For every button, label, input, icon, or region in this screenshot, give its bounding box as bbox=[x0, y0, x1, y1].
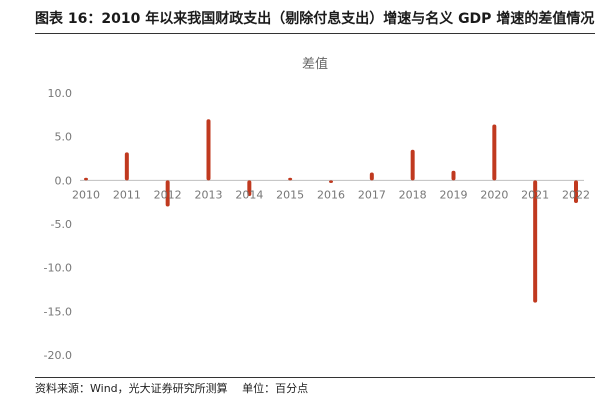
bar-2010 bbox=[84, 177, 88, 181]
y-tick-label: -10.0 bbox=[44, 262, 72, 275]
x-tick-label: 2012 bbox=[154, 188, 182, 201]
bars bbox=[84, 119, 578, 303]
x-tick-label: 2016 bbox=[317, 188, 345, 201]
y-tick-label: 0.0 bbox=[55, 174, 73, 187]
bar-2017 bbox=[369, 172, 374, 181]
bar-2021 bbox=[533, 180, 538, 303]
bar-2018 bbox=[410, 149, 415, 181]
figure-title: 图表 16：2010 年以来我国财政支出（剔除付息支出）增速与名义 GDP 增速… bbox=[35, 11, 595, 27]
x-tick-label: 2022 bbox=[562, 188, 590, 201]
y-tick-label: 10.0 bbox=[48, 87, 73, 100]
bar-2022 bbox=[574, 180, 578, 204]
bar-2012 bbox=[165, 180, 170, 207]
x-tick-label: 2020 bbox=[480, 188, 508, 201]
y-axis-ticks: 10.0 5.0 0.0 -5.0 -10.0 -15.0 -20.0 bbox=[44, 87, 72, 362]
x-tick-label: 2021 bbox=[521, 188, 549, 201]
bar-2014 bbox=[247, 180, 252, 197]
figure-source: 资料来源：Wind，光大证券研究所测算 单位：百分点 bbox=[35, 382, 309, 395]
source-divider bbox=[35, 377, 595, 378]
y-tick-label: 5.0 bbox=[55, 131, 73, 144]
bar-2011 bbox=[124, 152, 129, 181]
y-tick-label: -20.0 bbox=[44, 349, 72, 362]
x-tick-label: 2018 bbox=[399, 188, 427, 201]
bar-2016 bbox=[329, 180, 333, 183]
x-tick-label: 2019 bbox=[440, 188, 468, 201]
title-divider bbox=[35, 33, 595, 34]
bar-2019 bbox=[451, 170, 456, 181]
bar-2020 bbox=[492, 124, 497, 181]
x-axis-ticks: 2010 2011 2012 2013 2014 2015 2016 2017 2018 2019… bbox=[72, 188, 590, 201]
bar-2013 bbox=[206, 119, 211, 181]
y-tick-label: -15.0 bbox=[44, 305, 72, 318]
x-tick-label: 2017 bbox=[358, 188, 386, 201]
y-tick-label: -5.0 bbox=[51, 218, 72, 231]
x-tick-label: 2010 bbox=[72, 188, 100, 201]
x-tick-label: 2014 bbox=[235, 188, 263, 201]
bar-2015 bbox=[288, 177, 293, 181]
chart-title: 差值 bbox=[302, 56, 328, 72]
x-tick-label: 2013 bbox=[195, 188, 223, 201]
x-tick-label: 2015 bbox=[276, 188, 304, 201]
x-tick-label: 2011 bbox=[113, 188, 141, 201]
